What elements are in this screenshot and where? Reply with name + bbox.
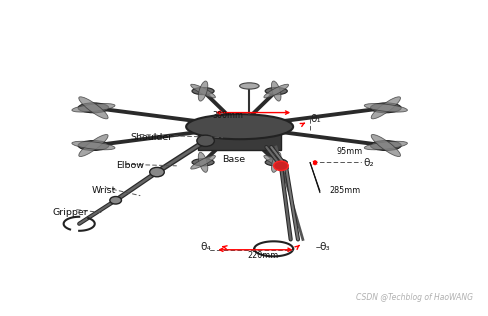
Ellipse shape [190,84,215,98]
Text: θ₂: θ₂ [363,158,373,168]
Ellipse shape [79,97,108,119]
Ellipse shape [79,135,108,156]
Ellipse shape [192,88,214,94]
Text: θ₄: θ₄ [201,242,211,252]
Ellipse shape [271,81,281,101]
Text: Base: Base [222,155,245,164]
Text: 220mm: 220mm [246,251,278,260]
Text: 300mm: 300mm [212,111,244,120]
Ellipse shape [370,135,400,156]
Ellipse shape [198,152,207,172]
Text: Elbow: Elbow [116,161,143,170]
Ellipse shape [78,103,108,113]
Ellipse shape [264,88,286,94]
Circle shape [273,161,287,171]
Circle shape [149,167,164,177]
Ellipse shape [264,155,288,169]
Ellipse shape [271,152,281,172]
Ellipse shape [78,141,108,150]
Ellipse shape [370,97,400,119]
Ellipse shape [198,81,207,101]
Text: 285mm: 285mm [329,186,360,195]
Ellipse shape [72,141,115,150]
Ellipse shape [370,141,400,150]
Text: Wrist: Wrist [91,186,116,195]
Text: Shoulder: Shoulder [130,133,172,142]
Ellipse shape [364,104,407,112]
Ellipse shape [186,114,292,139]
Text: CSDN @Techblog of HaoWANG: CSDN @Techblog of HaoWANG [355,293,472,302]
Text: Gripper: Gripper [52,208,88,217]
Ellipse shape [264,84,288,98]
Ellipse shape [192,159,214,166]
Text: θ₃: θ₃ [319,242,330,252]
Ellipse shape [72,104,115,112]
Circle shape [110,197,121,204]
FancyBboxPatch shape [198,128,281,150]
Text: θ₁: θ₁ [309,114,320,124]
Ellipse shape [264,159,286,166]
Ellipse shape [190,155,215,169]
Circle shape [197,135,214,146]
Ellipse shape [364,141,407,150]
Ellipse shape [239,83,259,89]
Ellipse shape [370,103,400,113]
Text: 95mm: 95mm [336,147,363,156]
